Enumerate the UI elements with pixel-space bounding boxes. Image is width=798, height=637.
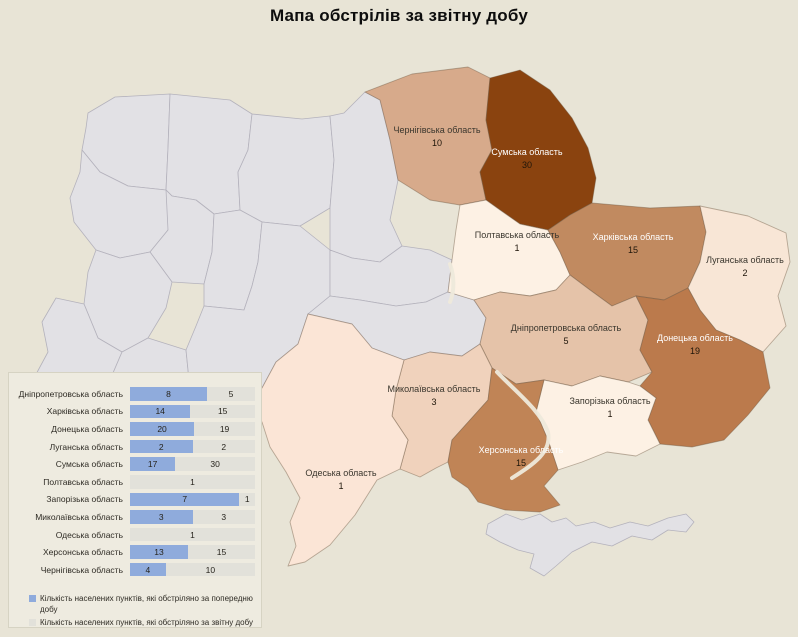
chart-category-label: Луганська область <box>49 441 123 452</box>
chart-row: Одеська область 1 <box>11 526 255 544</box>
chart-category-label: Донецька область <box>51 423 123 434</box>
chart-row: Запорізька область 7 1 <box>11 491 255 509</box>
map-region-donetsk <box>635 287 771 448</box>
shelling-bar-chart-panel: Дніпропетровська область 8 5 Харківська обл… <box>8 372 262 628</box>
map-region-odesa <box>245 313 409 567</box>
bar-reporting-day: 1 <box>190 529 195 540</box>
bar-previous-day: 3 <box>130 510 193 524</box>
chart-row: Херсонська область 13 15 <box>11 543 255 561</box>
bar-reporting-day: 15 <box>217 406 228 417</box>
bar-track: 20 19 <box>130 422 255 436</box>
bar-previous-day: 17 <box>130 457 176 471</box>
bar-track: 13 15 <box>130 545 255 559</box>
bar-reporting-day: 19 <box>219 423 230 434</box>
bar-previous-day: 13 <box>130 545 189 559</box>
map-region-kherson <box>447 367 561 513</box>
chart-category-label: Запорізька область <box>46 494 123 505</box>
map-region-crimea <box>485 513 695 577</box>
bar-previous-day: 2 <box>130 439 193 454</box>
chart-row: Полтавська область 1 <box>11 473 255 491</box>
chart-category-label: Дніпропетровська область <box>18 388 123 399</box>
map-region-kyiv <box>329 91 403 263</box>
chart-category-label: Сумська область <box>55 459 123 470</box>
bar-previous-day: 7 <box>130 492 240 507</box>
bar-reporting-day: 3 <box>221 511 227 522</box>
chart-category-label: Харківська область <box>46 406 123 417</box>
chart-row: Сумська область 17 30 <box>11 455 255 473</box>
chart-legend: Кількість населених пунктів, які обстріл… <box>11 593 255 629</box>
bar-reporting-day: 1 <box>190 476 195 487</box>
bar-track: 14 15 <box>130 404 255 419</box>
bar-track: 1 <box>130 475 255 489</box>
bar-track: 4 10 <box>130 562 255 577</box>
legend-label: Кількість населених пунктів, які обстріл… <box>40 593 253 615</box>
bar-reporting-day: 10 <box>205 564 216 575</box>
chart-row: Миколаївська область 3 3 <box>11 508 255 526</box>
legend-swatch-reporting-day-icon <box>29 618 36 626</box>
bar-reporting-day: 30 <box>210 459 220 470</box>
bar-reporting-day: 2 <box>221 441 227 452</box>
map-region-zaporizhzhia <box>535 375 661 471</box>
bar-track: 1 <box>130 527 255 542</box>
chart-row: Чернігівська область 4 10 <box>11 561 255 579</box>
chart-rows: Дніпропетровська область 8 5 Харківська обл… <box>11 385 255 579</box>
chart-category-label: Одеська область <box>55 529 123 540</box>
page-title: Мапа обстрілів за звітну добу <box>269 6 529 25</box>
chart-row: Донецька область 20 19 <box>11 420 255 438</box>
legend-item-reporting-day: Кількість населених пунктів, які обстріл… <box>29 617 255 629</box>
bar-reporting-day: 5 <box>228 388 234 399</box>
bar-previous-day: 8 <box>130 387 207 401</box>
chart-category-label: Чернігівська область <box>40 564 123 575</box>
bar-track: 17 30 <box>130 457 255 471</box>
kremenchuk-reservoir <box>448 262 456 304</box>
map-region-zhytomyr <box>237 113 335 227</box>
chart-row: Дніпропетровська область 8 5 <box>11 385 255 403</box>
bar-previous-day: 14 <box>130 404 191 419</box>
chart-category-label: Херсонська область <box>42 547 123 558</box>
chart-category-label: Полтавська область <box>43 476 123 487</box>
dnipro-river <box>495 370 551 480</box>
chart-category-label: Миколаївська область <box>35 511 123 522</box>
chart-row: Харківська область 14 15 <box>11 403 255 421</box>
map-region-sumy <box>479 69 597 231</box>
bar-reporting-day: 1 <box>244 494 250 505</box>
legend-item-previous-day: Кількість населених пунктів, які обстріл… <box>29 593 255 616</box>
bar-previous-day: 20 <box>130 422 195 436</box>
bar-previous-day: 4 <box>130 562 166 577</box>
legend-swatch-previous-day-icon <box>29 594 36 602</box>
chart-row: Луганська область 2 2 <box>11 438 255 456</box>
legend-label: Кількість населених пунктів, які обстріл… <box>40 617 253 627</box>
bar-reporting-day: 15 <box>216 547 227 558</box>
